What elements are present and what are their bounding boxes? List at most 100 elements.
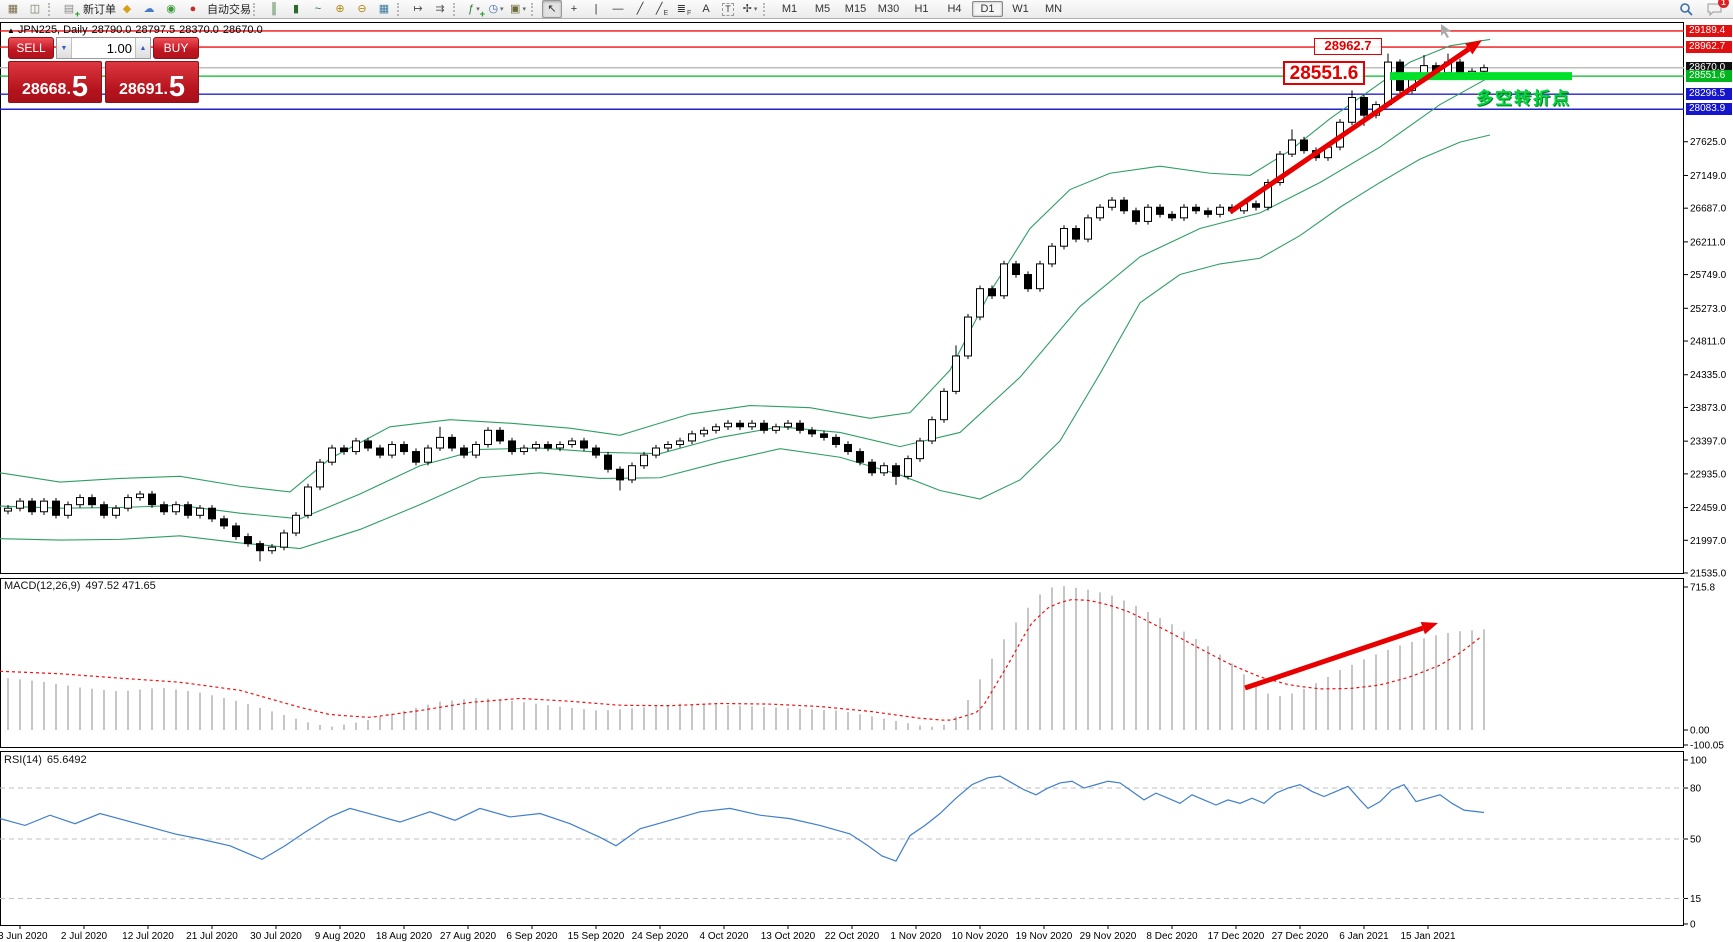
candle-body <box>940 390 948 421</box>
support-price-label[interactable]: 28551.6 <box>1283 61 1365 85</box>
volume-input[interactable] <box>72 38 135 58</box>
price-tick-label: 24335.0 <box>1690 370 1727 381</box>
candlestick-chart-icon[interactable]: ▮ <box>286 0 306 18</box>
candle-body <box>1180 206 1188 219</box>
signals-icon[interactable]: ◉ <box>161 0 181 18</box>
templates-icon[interactable]: ▣ ▾ <box>508 0 528 18</box>
zoom-in-icon[interactable]: ⊕ <box>330 0 350 18</box>
date-label: 29 Nov 2020 <box>1080 931 1137 942</box>
candle-body <box>496 429 504 442</box>
candle-body <box>100 504 108 516</box>
algo-trading-label[interactable]: 自动交易 <box>207 4 251 16</box>
periods-icon[interactable]: ◷ ▾ <box>486 0 506 18</box>
dropdown-caret-icon[interactable]: ▾ <box>476 6 480 13</box>
rsi-tick-label: 15 <box>1690 894 1702 905</box>
candle-body <box>892 465 900 477</box>
deposit-icon[interactable]: ◆ <box>117 0 137 18</box>
community-icon: ☁ <box>143 3 155 15</box>
new-order-label[interactable]: 新订单 <box>83 4 116 16</box>
mouse-cursor <box>1441 24 1451 38</box>
timeframe-m30[interactable]: M30 <box>877 3 900 15</box>
rsi-line <box>0 775 1485 862</box>
candle-body <box>736 422 744 428</box>
date-label: 8 Dec 2020 <box>1146 931 1198 942</box>
charts-list-icon[interactable]: ▦ <box>3 0 23 18</box>
new-order-icon: ▤ <box>63 3 75 15</box>
equidistant-channel-icon: ╱ <box>655 3 663 15</box>
price-badge-29189.4: 29189.4 <box>1686 24 1732 37</box>
timeframe-h4[interactable]: H4 <box>947 3 962 15</box>
candle-body <box>628 465 636 481</box>
bar-chart-icon[interactable]: ║ <box>264 0 284 18</box>
search-icon[interactable] <box>1676 0 1696 18</box>
horizontal-line-icon[interactable]: — <box>608 0 628 18</box>
candle-body <box>652 447 660 456</box>
candle-body <box>820 433 828 438</box>
community-icon[interactable]: ☁ <box>139 0 159 18</box>
candle-body <box>316 461 324 488</box>
arrows-icon[interactable]: ✢ ▾ <box>740 0 760 18</box>
vertical-line-icon[interactable]: | <box>586 0 606 18</box>
auto-scroll-icon[interactable]: ⇉ <box>430 0 450 18</box>
price-tick-label: 21997.0 <box>1690 536 1727 547</box>
add-indicator-icon[interactable]: ƒ + ▾ <box>464 0 485 19</box>
cursor-icon: ↖ <box>547 3 557 15</box>
fibonacci-icon[interactable]: ≣ F <box>674 0 694 18</box>
buy-button[interactable]: BUY <box>153 37 199 59</box>
chart-profile-icon: ◫ <box>29 3 41 15</box>
collapse-marker-icon[interactable]: ▲ <box>7 26 15 35</box>
candle-body <box>604 454 612 470</box>
fibonacci-icon-sub: F <box>686 10 692 17</box>
timeframe-w1[interactable]: W1 <box>1012 3 1029 15</box>
price-tick-label: 25749.0 <box>1690 270 1727 281</box>
tile-windows-icon[interactable]: ▦ <box>374 0 394 18</box>
close-value: 28670.0 <box>222 24 263 36</box>
timeframe-m15[interactable]: M15 <box>844 3 867 15</box>
volume-increase-icon[interactable]: ▲ <box>135 38 150 58</box>
dropdown-caret-icon[interactable]: ▾ <box>522 6 526 13</box>
timeframe-m5[interactable]: M5 <box>814 3 831 15</box>
text-label-icon[interactable]: T <box>718 0 738 18</box>
crosshair-icon[interactable]: + <box>564 0 584 18</box>
chat-icon[interactable]: 1 <box>1704 0 1729 18</box>
dropdown-caret-icon[interactable]: ▾ <box>500 6 504 13</box>
algo-trading-icon[interactable]: ● <box>183 0 203 18</box>
dropdown-caret-icon[interactable]: ▾ <box>753 6 758 13</box>
candle-body <box>172 504 180 513</box>
trendline-icon[interactable]: ╱ <box>630 0 650 18</box>
fibonacci-icon: ≣ <box>676 3 686 15</box>
candle-body <box>1084 217 1092 240</box>
arrows-icon: ✢ <box>742 3 752 15</box>
timeframe-d1[interactable]: D1 <box>972 1 1003 17</box>
chart-shift-icon[interactable]: ↦ <box>408 0 428 18</box>
buy-price-tile[interactable]: 28691. 5 <box>105 61 199 103</box>
timeframe-h1[interactable]: H1 <box>914 3 929 15</box>
text-icon[interactable]: A <box>696 0 716 18</box>
new-order-icon[interactable]: ▤ + <box>59 0 80 19</box>
candle-body <box>112 507 120 516</box>
timeframe-m1[interactable]: M1 <box>781 3 798 15</box>
cursor-icon[interactable]: ↖ <box>542 0 562 18</box>
equidistant-channel-icon[interactable]: ╱ E <box>652 0 672 18</box>
line-chart-icon[interactable]: ~ <box>308 0 328 18</box>
price-badge-28962.7: 28962.7 <box>1686 41 1732 54</box>
sell-price-tile[interactable]: 28668. 5 <box>8 61 102 103</box>
timeframe-mn[interactable]: MN <box>1044 3 1063 15</box>
sell-button[interactable]: SELL <box>8 37 54 59</box>
candle-body <box>340 447 348 453</box>
chart-profile-icon[interactable]: ◫ <box>25 0 45 18</box>
candle-body <box>1156 206 1164 215</box>
resistance-price-label[interactable]: 28962.7 <box>1314 38 1382 55</box>
turning-point-annotation[interactable]: 多空转折点 <box>1476 89 1571 108</box>
candle-body <box>1348 96 1356 123</box>
date-label: 15 Jan 2021 <box>1400 931 1455 942</box>
volume-decrease-icon[interactable]: ▼ <box>57 38 72 58</box>
zoom-out-icon[interactable]: ⊖ <box>352 0 372 18</box>
toolbar-grip <box>763 2 769 16</box>
candle-body <box>196 507 204 516</box>
candle-body <box>556 443 564 449</box>
rsi-indicator-label: RSI(14) 65.6492 <box>4 754 92 766</box>
candle-body <box>1264 181 1272 208</box>
candle-body <box>1192 206 1200 212</box>
